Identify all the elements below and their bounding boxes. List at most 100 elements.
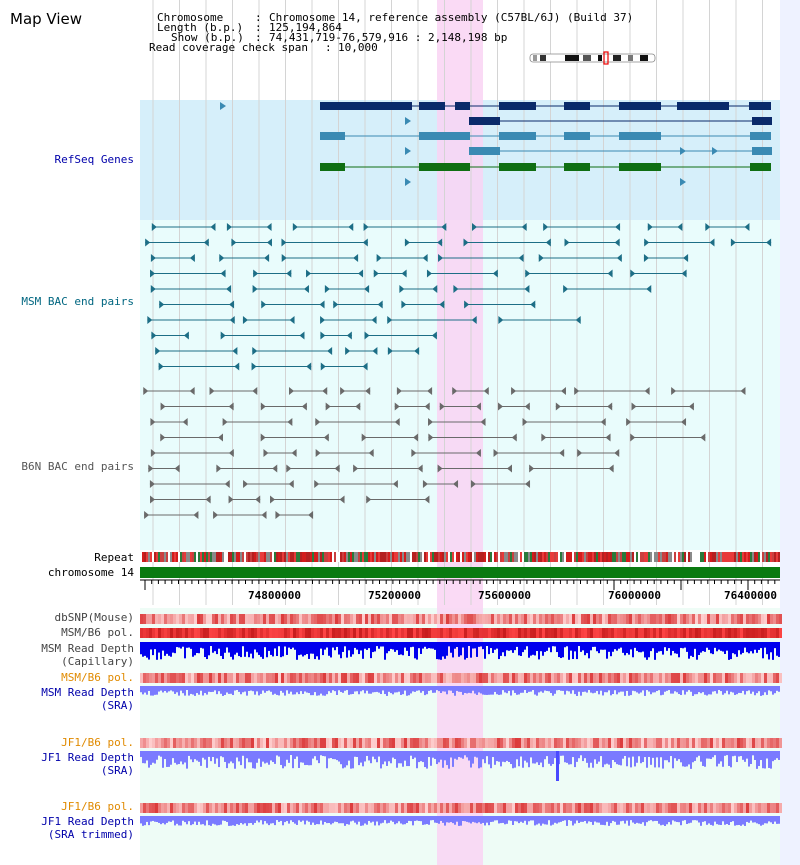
depth-bar bbox=[634, 686, 636, 692]
depth-bar bbox=[404, 751, 406, 761]
repeat-block bbox=[380, 552, 382, 562]
heat-cell bbox=[515, 673, 518, 683]
heat-cell bbox=[254, 614, 257, 624]
depth-bar bbox=[646, 642, 648, 660]
depth-bar bbox=[504, 816, 506, 825]
track-label-msm-bac[interactable]: MSM BAC end pairs bbox=[21, 295, 134, 308]
heat-cell bbox=[425, 803, 428, 813]
track-label-repeat[interactable]: Repeat bbox=[94, 551, 134, 564]
depth-bar bbox=[592, 686, 594, 694]
repeat-block bbox=[340, 552, 342, 562]
depth-bar bbox=[324, 751, 326, 757]
depth-bar bbox=[598, 751, 600, 762]
heat-cell bbox=[350, 614, 353, 624]
heat-cell bbox=[740, 803, 743, 813]
track-label-msm-b6-pol[interactable]: MSM/B6 pol. bbox=[61, 626, 134, 639]
depth-bar bbox=[692, 642, 694, 657]
heat-cell bbox=[659, 673, 662, 683]
bac-end bbox=[242, 316, 248, 324]
depth-bar bbox=[268, 642, 270, 651]
depth-bar bbox=[432, 751, 434, 758]
heat-cell bbox=[518, 803, 521, 813]
heat-cell bbox=[626, 738, 629, 748]
depth-bar bbox=[336, 642, 338, 647]
heat-cell bbox=[479, 738, 482, 748]
track-label-refseq[interactable]: RefSeq Genes bbox=[54, 153, 134, 166]
depth-bar bbox=[286, 686, 288, 691]
heat-cell bbox=[164, 628, 167, 638]
track-label-jf1-b6-pol[interactable]: JF1/B6 pol. bbox=[61, 736, 134, 749]
depth-bar bbox=[692, 816, 694, 821]
track-label-msm-depth-sra[interactable]: MSM Read Depth bbox=[41, 686, 134, 699]
heat-cell bbox=[617, 738, 620, 748]
depth-bar bbox=[552, 686, 554, 696]
heat-cell bbox=[497, 673, 500, 683]
heat-cell bbox=[593, 614, 596, 624]
track-label-chromosome[interactable]: chromosome 14 bbox=[47, 566, 134, 579]
depth-bar bbox=[650, 642, 652, 652]
depth-bar bbox=[390, 686, 392, 694]
depth-bar bbox=[522, 816, 524, 823]
depth-bar bbox=[360, 816, 362, 826]
track-label-dbsnp[interactable]: dbSNP(Mouse) bbox=[54, 611, 134, 624]
depth-bar bbox=[148, 686, 150, 691]
depth-bar bbox=[632, 816, 634, 823]
depth-bar bbox=[620, 642, 622, 648]
heat-cell bbox=[572, 738, 575, 748]
repeat-block bbox=[558, 552, 560, 562]
heat-cell bbox=[347, 628, 350, 638]
track-label-jf1-depth-trim[interactable]: JF1 Read Depth bbox=[41, 815, 134, 828]
track-label-jf1-depth-sra[interactable]: JF1 Read Depth bbox=[41, 751, 134, 764]
depth-bar bbox=[442, 686, 444, 692]
repeat-block bbox=[454, 552, 456, 562]
track-label-b6n-bac[interactable]: B6N BAC end pairs bbox=[21, 460, 134, 473]
ideogram-band bbox=[583, 55, 591, 61]
depth-bar bbox=[592, 751, 594, 768]
heat-cell bbox=[314, 803, 317, 813]
track-label-jf1-b6-pol-2[interactable]: JF1/B6 pol. bbox=[61, 800, 134, 813]
heat-cell bbox=[257, 803, 260, 813]
heat-cell bbox=[614, 673, 617, 683]
repeat-block bbox=[408, 552, 410, 562]
depth-bar bbox=[680, 642, 682, 648]
gene-exon bbox=[419, 163, 470, 171]
depth-bar bbox=[590, 642, 592, 651]
depth-bar bbox=[324, 686, 326, 696]
repeat-block bbox=[436, 552, 438, 562]
track-label-msm-depth-cap[interactable]: MSM Read Depth bbox=[41, 642, 134, 655]
heat-cell bbox=[209, 673, 212, 683]
depth-bar bbox=[180, 686, 182, 691]
track-label-msm-depth-sra-sub: (SRA) bbox=[100, 699, 134, 712]
heat-cell bbox=[269, 803, 272, 813]
depth-bar bbox=[150, 751, 152, 765]
repeat-block bbox=[514, 552, 516, 562]
depth-bar bbox=[484, 686, 486, 695]
heat-cell bbox=[566, 738, 569, 748]
depth-bar bbox=[324, 816, 326, 822]
depth-bar bbox=[556, 642, 558, 653]
heat-cell bbox=[383, 628, 386, 638]
depth-bar bbox=[394, 816, 396, 825]
heat-cell bbox=[533, 738, 536, 748]
repeat-block bbox=[468, 552, 470, 562]
depth-bar bbox=[148, 751, 150, 768]
track-label-msm-b6-pol-2[interactable]: MSM/B6 pol. bbox=[61, 671, 134, 684]
heat-cell bbox=[380, 803, 383, 813]
depth-bar bbox=[738, 751, 740, 757]
depth-bar bbox=[514, 816, 516, 822]
depth-bar bbox=[148, 816, 150, 826]
depth-bar bbox=[694, 686, 696, 695]
heat-cell bbox=[197, 738, 200, 748]
repeat-block bbox=[570, 552, 572, 562]
heat-cell bbox=[341, 614, 344, 624]
heat-cell bbox=[242, 628, 245, 638]
heat-cell bbox=[581, 803, 584, 813]
heat-cell bbox=[419, 614, 422, 624]
depth-bar bbox=[638, 642, 640, 653]
depth-bar bbox=[206, 642, 208, 660]
heat-cell bbox=[263, 673, 266, 683]
heat-cell bbox=[539, 628, 542, 638]
repeat-block bbox=[690, 552, 692, 562]
heat-cell bbox=[140, 673, 143, 683]
